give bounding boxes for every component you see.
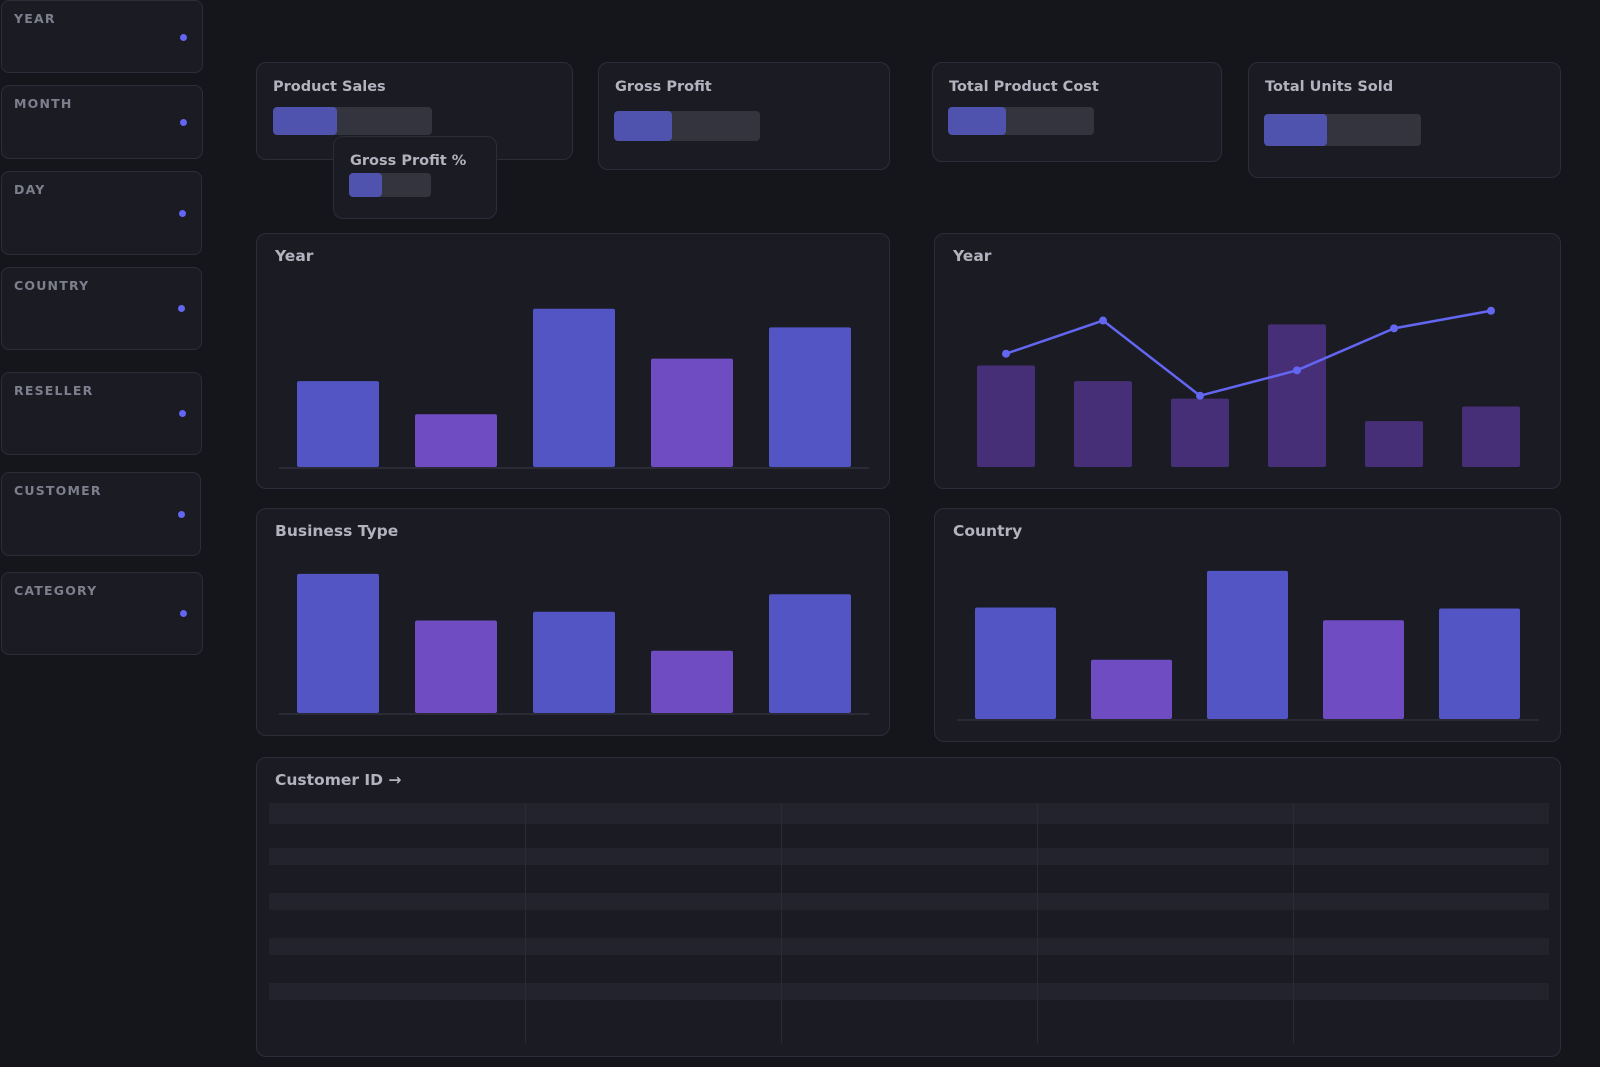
table-row bbox=[269, 803, 1549, 824]
year-bar bbox=[769, 327, 851, 467]
chart-card-year-combo[interactable]: Year bbox=[934, 233, 1561, 489]
country-bar bbox=[1323, 620, 1404, 719]
filter-year-dot-icon bbox=[180, 34, 187, 41]
filter-month[interactable]: MONTH bbox=[1, 85, 203, 159]
kpi-progress-gross-profit-pct bbox=[349, 173, 431, 197]
year-combo-point bbox=[1293, 366, 1301, 375]
kpi-title-total-units-sold: Total Units Sold bbox=[1265, 79, 1394, 95]
kpi-progress-fill bbox=[273, 107, 337, 135]
business-type-bar bbox=[769, 594, 851, 713]
kpi-progress-fill bbox=[948, 107, 1007, 135]
year-combo-point bbox=[1196, 391, 1204, 400]
chart-title-country: Country bbox=[953, 522, 1023, 540]
table-column-divider bbox=[1293, 803, 1294, 1043]
country-bar bbox=[1439, 608, 1520, 719]
filter-country-dot-icon bbox=[178, 305, 185, 312]
filter-day-label: DAY bbox=[14, 182, 46, 197]
kpi-progress-gross-profit bbox=[614, 111, 760, 141]
year-combo-bar bbox=[1268, 324, 1326, 467]
filter-customer-dot-icon bbox=[178, 511, 185, 518]
chart-card-country[interactable]: Country bbox=[934, 508, 1561, 742]
filter-category-label: CATEGORY bbox=[14, 583, 98, 598]
country-bar bbox=[975, 607, 1056, 719]
kpi-card-gross-profit[interactable]: Gross Profit bbox=[598, 62, 890, 170]
business-type-bar bbox=[415, 620, 497, 713]
kpi-title-gross-profit: Gross Profit bbox=[615, 79, 712, 95]
customer-table-title[interactable]: Customer ID → bbox=[275, 771, 402, 789]
year-bar bbox=[533, 308, 615, 467]
year-bar bbox=[297, 381, 379, 467]
chart-year-bar-svg bbox=[279, 308, 869, 469]
country-bar bbox=[1207, 570, 1288, 719]
chart-country-svg bbox=[957, 570, 1539, 721]
chart-title-year-combo: Year bbox=[953, 247, 992, 265]
chart-card-year-bar[interactable]: Year bbox=[256, 233, 890, 489]
year-combo-point bbox=[1390, 324, 1398, 333]
filter-category-dot-icon bbox=[180, 610, 187, 617]
table-column-divider bbox=[781, 803, 782, 1043]
filter-year[interactable]: YEAR bbox=[1, 0, 203, 73]
year-bar bbox=[415, 414, 497, 467]
filter-reseller-label: RESELLER bbox=[14, 383, 94, 398]
table-column-divider bbox=[525, 803, 526, 1043]
chart-title-business-type: Business Type bbox=[275, 522, 399, 540]
kpi-progress-total-product-cost bbox=[948, 107, 1094, 135]
year-combo-bar bbox=[1365, 421, 1423, 467]
filter-customer-label: CUSTOMER bbox=[14, 483, 102, 498]
table-row bbox=[269, 893, 1549, 910]
kpi-progress-fill bbox=[614, 111, 673, 141]
business-type-bar bbox=[533, 611, 615, 713]
kpi-progress-product-sales bbox=[273, 107, 432, 135]
kpi-progress-total-units-sold bbox=[1264, 114, 1421, 146]
kpi-title-product-sales: Product Sales bbox=[273, 79, 386, 95]
kpi-card-gross-profit-pct[interactable]: Gross Profit % bbox=[333, 136, 497, 219]
kpi-title-gross-profit-pct: Gross Profit % bbox=[350, 153, 467, 169]
filter-day-dot-icon bbox=[179, 210, 186, 217]
filter-month-dot-icon bbox=[180, 119, 187, 126]
kpi-card-total-units-sold[interactable]: Total Units Sold bbox=[1248, 62, 1561, 178]
year-combo-bar bbox=[1074, 381, 1132, 467]
chart-title-year: Year bbox=[275, 247, 314, 265]
filter-reseller-dot-icon bbox=[179, 410, 186, 417]
year-combo-bar bbox=[977, 365, 1035, 467]
year-combo-bar bbox=[1171, 398, 1229, 467]
table-row bbox=[269, 983, 1549, 1000]
kpi-progress-fill bbox=[1264, 114, 1327, 146]
table-row bbox=[269, 848, 1549, 865]
business-type-bar bbox=[651, 650, 733, 713]
year-combo-point bbox=[1487, 306, 1495, 315]
country-bar bbox=[1091, 659, 1172, 719]
filter-year-label: YEAR bbox=[14, 11, 56, 26]
year-bar bbox=[651, 358, 733, 467]
filter-country[interactable]: COUNTRY bbox=[1, 267, 202, 350]
table-row bbox=[269, 938, 1549, 955]
filter-country-label: COUNTRY bbox=[14, 278, 90, 293]
kpi-card-total-product-cost[interactable]: Total Product Cost bbox=[932, 62, 1222, 162]
year-combo-bar bbox=[1462, 406, 1520, 467]
chart-card-business-type[interactable]: Business Type bbox=[256, 508, 890, 736]
customer-table-card[interactable]: Customer ID → bbox=[256, 757, 1561, 1057]
kpi-progress-fill bbox=[349, 173, 382, 197]
table-column-divider bbox=[1037, 803, 1038, 1043]
filter-category[interactable]: CATEGORY bbox=[1, 572, 203, 655]
chart-year-combo-svg bbox=[977, 306, 1520, 467]
filter-reseller[interactable]: RESELLER bbox=[1, 372, 202, 455]
year-combo-point bbox=[1099, 316, 1107, 325]
business-type-bar bbox=[297, 573, 379, 713]
filter-month-label: MONTH bbox=[14, 96, 73, 111]
year-combo-point bbox=[1002, 349, 1010, 358]
chart-business-type-svg bbox=[279, 573, 869, 715]
filter-day[interactable]: DAY bbox=[1, 171, 202, 255]
kpi-title-total-product-cost: Total Product Cost bbox=[949, 79, 1099, 95]
year-combo-line bbox=[1005, 309, 1492, 397]
filter-customer[interactable]: CUSTOMER bbox=[1, 472, 201, 556]
